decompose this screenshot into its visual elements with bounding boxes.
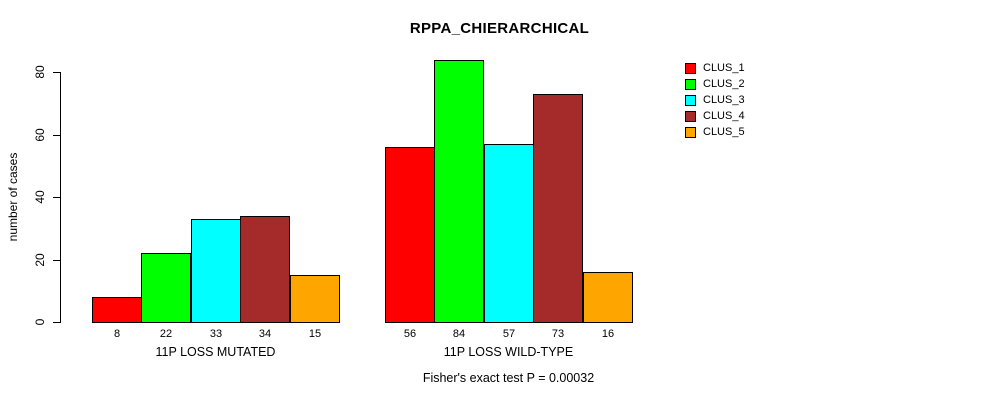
bar-clus_4-group1 xyxy=(240,215,290,323)
legend-label: CLUS_5 xyxy=(703,125,745,138)
y-tick-label: 60 xyxy=(33,127,47,142)
legend-label: CLUS_3 xyxy=(703,93,745,106)
y-axis-tick xyxy=(53,259,60,261)
bar-clus_5-group1 xyxy=(290,275,340,323)
y-axis-tick xyxy=(53,197,60,198)
bar-value-label: 15 xyxy=(308,328,322,340)
bar-clus_3-group1 xyxy=(191,218,241,323)
legend-label: CLUS_4 xyxy=(703,109,745,122)
legend-row-clus_2: CLUS_2 xyxy=(685,76,745,92)
bar-clus_3-group2 xyxy=(484,143,534,323)
legend-label: CLUS_1 xyxy=(703,61,745,74)
bar-value-label: 8 xyxy=(113,328,121,340)
y-axis-tick xyxy=(53,134,60,136)
bar-value-label: 56 xyxy=(403,328,417,340)
y-axis-tick xyxy=(53,322,60,323)
bar-clus_4-group2 xyxy=(533,93,583,323)
legend: CLUS_1 CLUS_2 CLUS_3 CLUS_4 CLUS_5 xyxy=(685,60,745,140)
legend-row-clus_3: CLUS_3 xyxy=(685,92,745,108)
bar-value-label: 33 xyxy=(209,328,223,340)
bar-value-label: 22 xyxy=(159,328,173,340)
legend-swatch-icon xyxy=(685,126,696,138)
bar-clus_1-group1 xyxy=(92,297,142,323)
legend-swatch-icon xyxy=(685,78,696,90)
legend-row-clus_5: CLUS_5 xyxy=(685,124,745,140)
bar-value-label: 73 xyxy=(551,328,565,340)
y-axis-tick xyxy=(53,72,60,73)
legend-label: CLUS_2 xyxy=(703,77,745,90)
group-label: 11P LOSS WILD-TYPE xyxy=(443,345,574,359)
legend-swatch-icon xyxy=(685,94,696,106)
legend-swatch-icon xyxy=(685,62,696,74)
y-tick-label: 0 xyxy=(33,318,47,326)
y-tick-label: 80 xyxy=(33,65,47,79)
legend-swatch-icon xyxy=(685,110,696,122)
bar-value-label: 34 xyxy=(258,328,272,340)
y-tick-label: 20 xyxy=(33,252,47,267)
bar-value-label: 84 xyxy=(452,328,466,340)
bar-clus_1-group2 xyxy=(385,147,435,323)
chart-title: RPPA_CHIERARCHICAL xyxy=(409,20,590,37)
legend-row-clus_4: CLUS_4 xyxy=(685,108,745,124)
legend-row-clus_1: CLUS_1 xyxy=(685,60,745,76)
bar-clus_5-group2 xyxy=(583,272,633,323)
bar-clus_2-group1 xyxy=(141,253,191,323)
y-tick-label: 40 xyxy=(33,190,47,204)
bar-value-label: 16 xyxy=(601,328,615,340)
y-axis-line xyxy=(60,72,61,323)
y-axis-title: number of cases xyxy=(6,152,20,242)
group-label: 11P LOSS MUTATED xyxy=(155,345,276,359)
footnote: Fisher's exact test P = 0.00032 xyxy=(422,371,595,385)
bar-clus_2-group2 xyxy=(434,59,484,323)
bar-value-label: 57 xyxy=(502,328,516,340)
